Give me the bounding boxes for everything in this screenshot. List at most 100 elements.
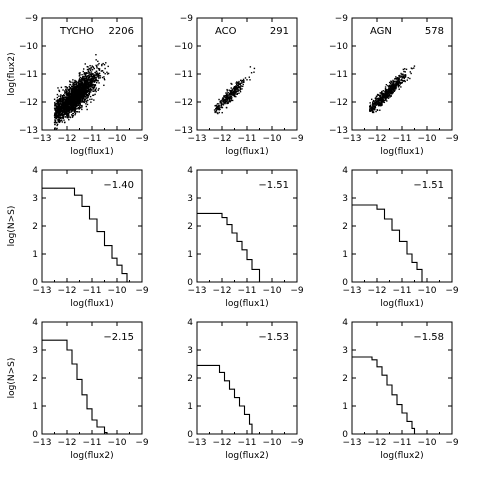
scatter-point — [229, 101, 231, 103]
scatter-point — [93, 75, 95, 78]
scatter-point — [77, 106, 80, 109]
scatter-point — [97, 75, 99, 77]
scatter-point — [74, 90, 76, 92]
scatter-point — [74, 79, 76, 82]
scatter-point — [74, 93, 76, 95]
scatter-point — [242, 85, 244, 88]
scatter-point — [60, 94, 62, 96]
y-tick-label: −12 — [329, 98, 348, 108]
scatter-point — [242, 78, 245, 81]
y-tick-label: 1 — [187, 250, 193, 260]
scatter-point — [68, 116, 70, 118]
scatter-point — [398, 84, 401, 87]
scatter-point — [75, 101, 77, 104]
scatter-point — [374, 108, 376, 111]
scatter-point — [225, 96, 228, 98]
scatter-point — [80, 96, 82, 99]
scatter-point — [92, 74, 95, 76]
scatter-point — [413, 67, 415, 69]
scatter-point — [92, 94, 95, 96]
scatter-point — [78, 80, 80, 82]
scatter-point — [395, 78, 398, 80]
scatter-point — [77, 87, 80, 90]
scatter-point — [235, 91, 237, 93]
scatter-point — [78, 108, 81, 110]
scatter-point — [85, 73, 87, 76]
scatter-point — [95, 81, 98, 84]
scatter-point — [63, 103, 66, 106]
scatter-point — [96, 72, 99, 74]
scatter-point — [223, 95, 225, 97]
scatter-point — [75, 89, 77, 92]
x-tick-label: −10 — [418, 134, 437, 144]
scatter-points — [53, 54, 110, 130]
scatter-point — [58, 115, 60, 118]
scatter-point — [229, 93, 231, 96]
scatter-point — [62, 95, 64, 97]
scatter-point — [68, 100, 71, 103]
scatter-point — [391, 85, 394, 87]
scatter-point — [59, 115, 62, 117]
scatter-point — [241, 88, 243, 90]
scatter-point — [392, 80, 395, 83]
scatter-point — [79, 80, 81, 83]
scatter-point — [237, 86, 240, 89]
panel-9: −13 −12 −11 −10 −9 0 1 2 3 4 log(flux2) −1.58 — [342, 318, 459, 461]
scatter-point — [227, 92, 229, 94]
scatter-point — [91, 79, 93, 82]
scatter-point — [388, 91, 390, 93]
scatter-point — [239, 88, 242, 90]
scatter-point — [226, 97, 229, 100]
scatter-point — [83, 87, 85, 89]
scatter-point — [93, 88, 95, 90]
scatter-point — [90, 78, 92, 80]
scatter-point — [56, 96, 59, 99]
scatter-point — [59, 102, 62, 105]
scatter-point — [216, 103, 219, 105]
scatter-point — [409, 77, 411, 80]
scatter-point — [376, 109, 379, 111]
scatter-point — [379, 109, 381, 111]
scatter-point — [220, 102, 223, 105]
scatter-point — [228, 99, 231, 101]
scatter-point — [80, 90, 83, 93]
scatter-point — [79, 95, 82, 98]
scatter-point — [69, 87, 72, 89]
scatter-point — [216, 106, 218, 108]
sample-label: ACO — [215, 26, 237, 37]
scatter-point — [82, 86, 85, 88]
scatter-point — [376, 93, 379, 96]
scatter-point — [88, 81, 90, 83]
x-tick-label: −11 — [238, 286, 257, 296]
scatter-point — [91, 65, 93, 67]
scatter-point — [65, 101, 67, 103]
scatter-point — [391, 93, 393, 95]
scatter-point — [369, 107, 371, 109]
scatter-point — [57, 100, 60, 103]
scatter-point — [84, 87, 86, 90]
scatter-point — [393, 85, 395, 88]
x-tick-label: −13 — [343, 286, 362, 296]
scatter-point — [389, 82, 392, 85]
scatter-point — [65, 112, 68, 114]
scatter-point — [71, 105, 73, 108]
sample-label: TYCHO — [59, 26, 94, 37]
scatter-point — [61, 111, 63, 113]
scatter-point — [83, 79, 85, 82]
scatter-point — [87, 72, 89, 74]
scatter-point — [395, 84, 398, 87]
scatter-point — [93, 80, 96, 82]
scatter-point — [379, 95, 381, 97]
scatter-point — [86, 78, 89, 81]
scatter-point — [384, 89, 387, 91]
scatter-point — [86, 95, 88, 97]
scatter-point — [395, 82, 397, 84]
scatter-point — [229, 98, 231, 100]
scatter-point — [68, 88, 71, 91]
scatter-point — [61, 112, 64, 114]
scatter-point — [66, 93, 69, 96]
scatter-point — [89, 69, 92, 71]
scatter-point — [88, 89, 90, 92]
scatter-point — [240, 84, 242, 87]
scatter-point — [230, 95, 233, 98]
